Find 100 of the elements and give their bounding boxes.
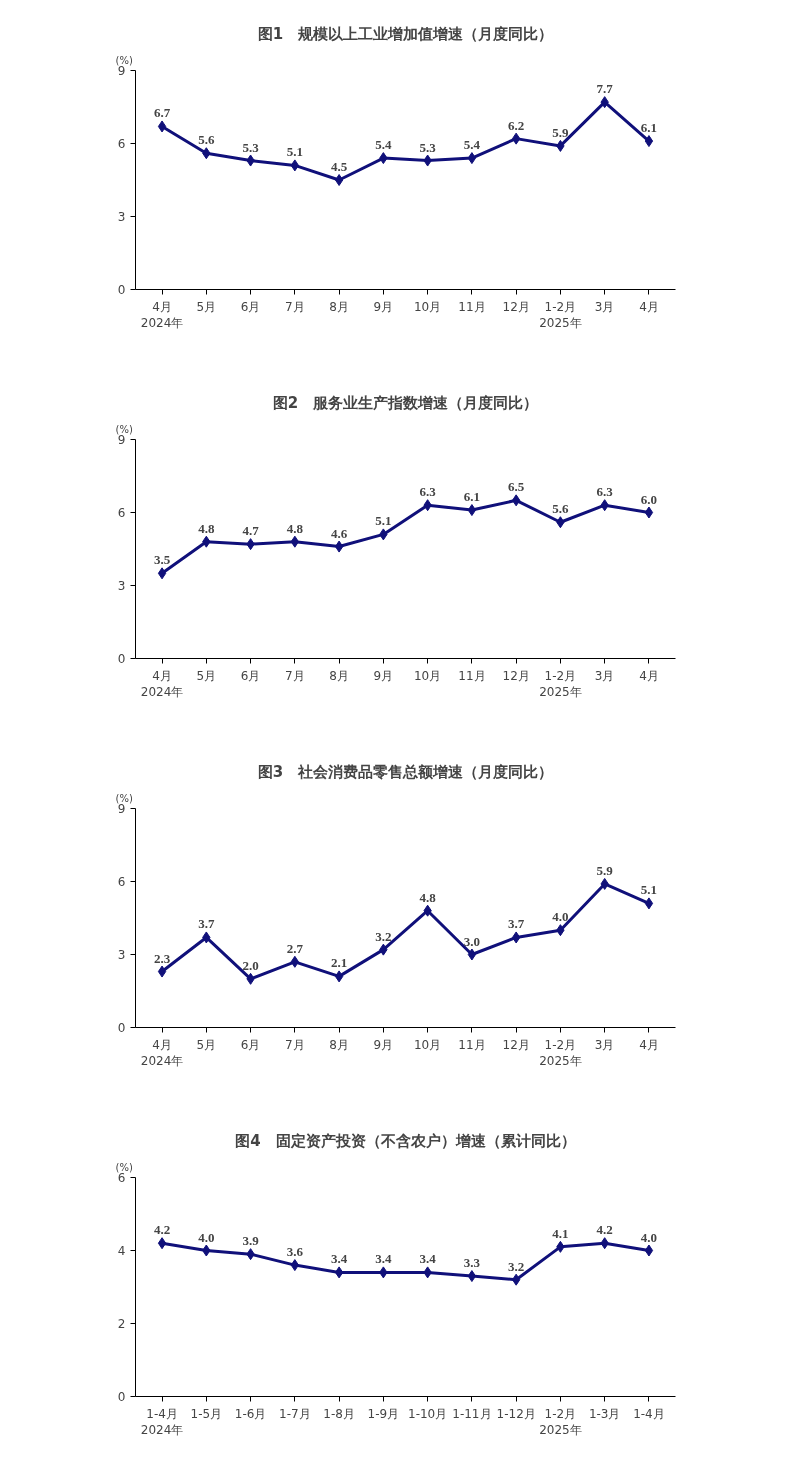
x-tick-label: 6月	[240, 299, 261, 314]
x-tick-label: 4月	[639, 668, 659, 683]
data-label: 6.2	[508, 117, 525, 133]
y-axis-title: (%)	[115, 423, 133, 435]
x-tick-label: 5月	[196, 668, 217, 683]
data-label: 3.5	[153, 552, 171, 568]
x-tick-label: 1-12月	[496, 1406, 536, 1421]
data-label: 3.7	[508, 916, 525, 932]
data-label: 5.3	[242, 139, 260, 155]
data-label: 3.7	[198, 916, 215, 932]
data-label: 5.9	[552, 124, 570, 140]
point	[157, 1237, 167, 1250]
data-label: 3.2	[375, 928, 392, 944]
data-label: 5.1	[375, 513, 392, 529]
point	[334, 970, 344, 983]
x-tick-label: 8月	[329, 1037, 349, 1052]
data-label: 4.8	[286, 520, 304, 536]
x-tick-label: 4月	[639, 1037, 659, 1052]
data-label: 2.0	[242, 957, 259, 973]
y-tick-label: 6	[117, 137, 126, 151]
x-tick-label: 4月 2024年	[140, 299, 184, 331]
data-label: 3.4	[375, 1251, 392, 1267]
x-tick-label: 11月	[458, 1037, 486, 1052]
x-tick-label: 7月	[285, 1037, 305, 1052]
point	[467, 504, 477, 517]
y-tick-label: 0	[117, 652, 126, 666]
data-label: 6.3	[419, 484, 437, 500]
x-tick-label: 4月 2024年	[140, 1037, 184, 1069]
x-tick-label: 7月	[285, 668, 305, 683]
data-label: 4.7	[242, 523, 260, 539]
x-tick-label: 3月	[594, 668, 615, 683]
data-label: 4.5	[330, 159, 348, 174]
data-label: 5.6	[552, 501, 570, 517]
y-tick-label: 3	[117, 948, 126, 962]
data-label: 3.4	[330, 1251, 348, 1267]
data-label: 5.9	[596, 862, 614, 878]
x-tick-label: 9月	[373, 668, 394, 683]
x-tick-label: 1-2月 2025年	[539, 668, 582, 700]
data-label: 6.5	[508, 479, 525, 495]
x-tick-label: 10月	[414, 299, 442, 314]
y-tick-label: 6	[117, 875, 126, 889]
data-label: 5.1	[640, 882, 658, 898]
x-tick-label: 1-2月 2025年	[539, 1406, 582, 1438]
point	[157, 965, 167, 978]
x-tick-label: 12月	[502, 1037, 530, 1052]
x-tick-label: 1-6月	[234, 1406, 267, 1421]
point	[467, 152, 477, 165]
data-label: 4.8	[419, 889, 437, 905]
y-tick-label: 3	[117, 210, 126, 224]
data-label: 3.9	[242, 1233, 260, 1249]
data-label: 7.7	[596, 81, 614, 97]
y-tick-label: 0	[117, 283, 126, 297]
y-tick-label: 4	[117, 1244, 126, 1258]
data-label: 3.0	[463, 933, 481, 949]
y-tick-label: 0	[117, 1021, 126, 1035]
x-tick-label: 8月	[329, 668, 349, 683]
point	[290, 1259, 300, 1272]
point	[644, 135, 654, 148]
x-tick-label: 1-5月	[190, 1406, 223, 1421]
y-tick-label: 0	[117, 1390, 126, 1404]
data-label: 6.7	[153, 105, 171, 121]
data-label: 3.6	[286, 1244, 304, 1260]
data-label: 4.1	[552, 1225, 569, 1241]
chart-title: 图4 固定资产投资（不含农户）增速（累计同比）	[235, 1131, 576, 1150]
x-tick-label: 1-10月	[408, 1406, 448, 1421]
y-axis-title: (%)	[115, 792, 133, 804]
y-tick-label: 9	[117, 802, 126, 816]
point	[290, 535, 300, 548]
x-tick-label: 12月	[502, 299, 530, 314]
x-tick-label: 7月	[285, 299, 305, 314]
data-label: 5.6	[198, 132, 215, 148]
x-tick-label: 12月	[502, 668, 530, 683]
point	[511, 132, 521, 145]
data-label: 4.0	[552, 909, 569, 925]
x-tick-label: 1-2月 2025年	[539, 1037, 582, 1069]
point	[644, 897, 654, 910]
y-axis-title: (%)	[115, 54, 133, 66]
data-label: 5.3	[419, 139, 437, 155]
point	[157, 567, 167, 580]
data-label: 6.3	[596, 484, 614, 500]
x-tick-label: 1-8月	[323, 1406, 355, 1421]
data-label: 5.4	[463, 137, 481, 153]
point	[334, 174, 344, 186]
point	[644, 1244, 654, 1257]
data-label: 2.1	[330, 955, 348, 971]
data-label: 6.0	[640, 491, 658, 507]
x-tick-label: 6月	[240, 1037, 261, 1052]
data-label: 4.2	[596, 1222, 613, 1238]
data-label: 4.2	[153, 1222, 171, 1238]
data-label: 4.0	[198, 1229, 215, 1245]
x-tick-label: 3月	[594, 1037, 615, 1052]
point	[511, 1273, 521, 1286]
data-label: 3.3	[463, 1255, 481, 1271]
chart-title: 图1 规模以上工业增加值增速（月度同比）	[257, 24, 554, 43]
data-label: 3.4	[419, 1251, 437, 1267]
y-tick-label: 3	[117, 579, 126, 593]
point	[511, 494, 521, 507]
x-tick-label: 11月	[458, 668, 486, 683]
x-tick-label: 5月	[196, 299, 217, 314]
point	[290, 955, 300, 968]
